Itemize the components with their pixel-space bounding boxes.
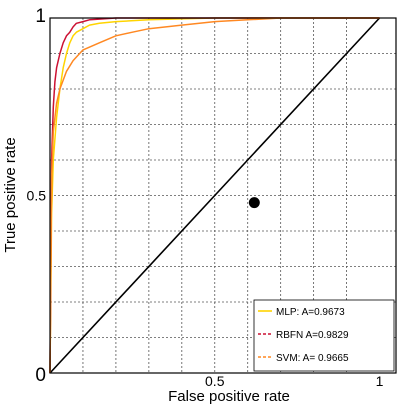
plot-area-frame — [49, 17, 397, 374]
legend-box — [253, 299, 395, 372]
legend-entry: RBFN A=0.9829 — [276, 330, 349, 341]
tick-labels: 0.5 1 0 0.5 1 — [27, 6, 384, 389]
x-tick-label: 1 — [376, 373, 384, 389]
x-tick-label: 0.5 — [205, 373, 225, 389]
legend-entry: MLP: A=0.9673 — [276, 307, 345, 318]
y-tick-label: 1 — [35, 6, 46, 27]
series-line-2 — [49, 17, 380, 374]
marker-layer — [248, 197, 260, 209]
legend-entry: SVM: A= 0.9665 — [276, 353, 349, 364]
y-tick-label: 0.5 — [27, 188, 47, 204]
chance-diagonal-line — [49, 17, 381, 374]
legend: MLP: A=0.9673 RBFN A=0.9829 SVM: A= 0.9665 — [253, 299, 395, 372]
marker-point — [248, 197, 260, 209]
diagonal-layer — [49, 17, 381, 374]
series-line-0 — [49, 17, 380, 374]
y-tick-label: 0 — [35, 365, 46, 386]
y-axis-label: True positive rate — [2, 137, 19, 252]
x-axis-label: False positive rate — [168, 388, 290, 404]
